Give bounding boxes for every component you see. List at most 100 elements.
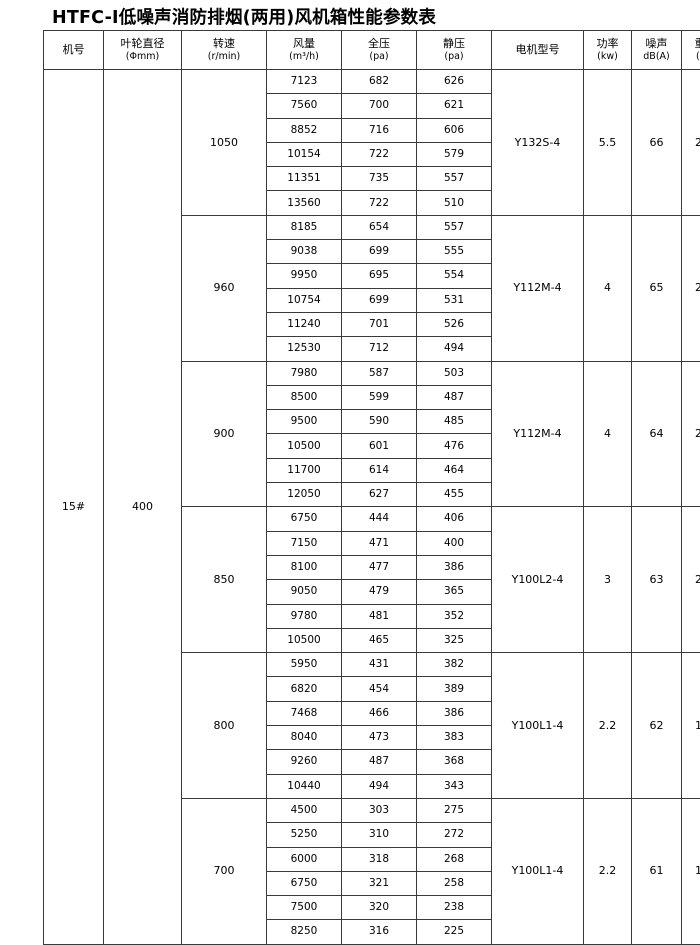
cell-static-pressure: 455 xyxy=(417,483,492,507)
cell-noise: 64 xyxy=(632,361,682,507)
cell-static-pressure: 626 xyxy=(417,70,492,94)
cell-total-pressure: 481 xyxy=(342,604,417,628)
cell-air-volume: 8100 xyxy=(267,555,342,579)
header-unit: (kw) xyxy=(584,51,631,63)
cell-air-volume: 4500 xyxy=(267,798,342,822)
cell-total-pressure: 310 xyxy=(342,823,417,847)
cell-rotation-speed: 900 xyxy=(182,361,267,507)
cell-total-pressure: 320 xyxy=(342,896,417,920)
header-label: 风量 xyxy=(267,37,341,51)
cell-air-volume: 6820 xyxy=(267,677,342,701)
cell-air-volume: 7560 xyxy=(267,94,342,118)
cell-static-pressure: 386 xyxy=(417,555,492,579)
cell-total-pressure: 316 xyxy=(342,920,417,944)
cell-impeller-diameter: 400 xyxy=(104,70,182,945)
cell-weight: 200 xyxy=(682,507,700,653)
cell-total-pressure: 494 xyxy=(342,774,417,798)
cell-static-pressure: 343 xyxy=(417,774,492,798)
cell-static-pressure: 510 xyxy=(417,191,492,215)
cell-total-pressure: 465 xyxy=(342,628,417,652)
cell-total-pressure: 699 xyxy=(342,240,417,264)
cell-rotation-speed: 1050 xyxy=(182,70,267,216)
header-label: 噪声 xyxy=(632,37,681,51)
cell-static-pressure: 268 xyxy=(417,847,492,871)
cell-noise: 65 xyxy=(632,215,682,361)
header-row: 机号叶轮直径(Φmm)转速(r/min)风量(m³/h)全压(pa)静压(pa)… xyxy=(44,31,700,70)
cell-total-pressure: 487 xyxy=(342,750,417,774)
cell-static-pressure: 487 xyxy=(417,385,492,409)
cell-rotation-speed: 800 xyxy=(182,653,267,799)
cell-total-pressure: 431 xyxy=(342,653,417,677)
cell-air-volume: 10500 xyxy=(267,628,342,652)
cell-static-pressure: 352 xyxy=(417,604,492,628)
header-unit: dB(A) xyxy=(632,51,681,63)
cell-static-pressure: 368 xyxy=(417,750,492,774)
cell-weight: 196 xyxy=(682,798,700,944)
cell-static-pressure: 238 xyxy=(417,896,492,920)
cell-weight: 207 xyxy=(682,361,700,507)
cell-total-pressure: 473 xyxy=(342,726,417,750)
cell-total-pressure: 466 xyxy=(342,701,417,725)
cell-power: 3 xyxy=(584,507,632,653)
cell-air-volume: 7150 xyxy=(267,531,342,555)
cell-motor-model: Y112M-4 xyxy=(492,361,584,507)
column-header-power: 功率(kw) xyxy=(584,31,632,70)
cell-static-pressure: 557 xyxy=(417,215,492,239)
table-body: 15#40010507123682626Y132S-45.56622275607… xyxy=(44,70,700,945)
cell-air-volume: 13560 xyxy=(267,191,342,215)
cell-power: 4 xyxy=(584,361,632,507)
cell-air-volume: 7468 xyxy=(267,701,342,725)
cell-total-pressure: 318 xyxy=(342,847,417,871)
column-header-weight: 重量(kg) xyxy=(682,31,700,70)
cell-air-volume: 5250 xyxy=(267,823,342,847)
cell-total-pressure: 444 xyxy=(342,507,417,531)
column-header-model-no: 机号 xyxy=(44,31,104,70)
cell-static-pressure: 225 xyxy=(417,920,492,944)
cell-total-pressure: 599 xyxy=(342,385,417,409)
header-unit: (pa) xyxy=(342,51,416,63)
cell-total-pressure: 454 xyxy=(342,677,417,701)
cell-air-volume: 9050 xyxy=(267,580,342,604)
cell-static-pressure: 382 xyxy=(417,653,492,677)
cell-weight: 207 xyxy=(682,215,700,361)
cell-static-pressure: 389 xyxy=(417,677,492,701)
cell-total-pressure: 699 xyxy=(342,288,417,312)
cell-static-pressure: 554 xyxy=(417,264,492,288)
cell-power: 4 xyxy=(584,215,632,361)
header-label: 功率 xyxy=(584,37,631,51)
cell-air-volume: 12050 xyxy=(267,483,342,507)
column-header-motor-model: 电机型号 xyxy=(492,31,584,70)
cell-air-volume: 5950 xyxy=(267,653,342,677)
cell-static-pressure: 386 xyxy=(417,701,492,725)
cell-total-pressure: 712 xyxy=(342,337,417,361)
cell-total-pressure: 587 xyxy=(342,361,417,385)
cell-rotation-speed: 850 xyxy=(182,507,267,653)
column-header-impeller-dia: 叶轮直径(Φmm) xyxy=(104,31,182,70)
cell-air-volume: 9038 xyxy=(267,240,342,264)
cell-static-pressure: 555 xyxy=(417,240,492,264)
page-title: HTFC-I低噪声消防排烟(两用)风机箱性能参数表 xyxy=(52,4,436,29)
header-label: 转速 xyxy=(182,37,266,51)
cell-motor-model: Y132S-4 xyxy=(492,70,584,216)
cell-noise: 63 xyxy=(632,507,682,653)
cell-air-volume: 10440 xyxy=(267,774,342,798)
cell-air-volume: 10754 xyxy=(267,288,342,312)
header-unit: (m³/h) xyxy=(267,51,341,63)
cell-motor-model: Y100L2-4 xyxy=(492,507,584,653)
cell-air-volume: 8185 xyxy=(267,215,342,239)
cell-power: 2.2 xyxy=(584,798,632,944)
header-label: 重量 xyxy=(682,37,700,51)
cell-power: 2.2 xyxy=(584,653,632,799)
cell-total-pressure: 590 xyxy=(342,410,417,434)
header-label: 机号 xyxy=(44,43,103,57)
cell-total-pressure: 471 xyxy=(342,531,417,555)
cell-air-volume: 7500 xyxy=(267,896,342,920)
cell-static-pressure: 400 xyxy=(417,531,492,555)
cell-air-volume: 8040 xyxy=(267,726,342,750)
cell-noise: 66 xyxy=(632,70,682,216)
cell-static-pressure: 526 xyxy=(417,312,492,336)
cell-motor-model: Y100L1-4 xyxy=(492,798,584,944)
cell-total-pressure: 477 xyxy=(342,555,417,579)
cell-static-pressure: 557 xyxy=(417,167,492,191)
